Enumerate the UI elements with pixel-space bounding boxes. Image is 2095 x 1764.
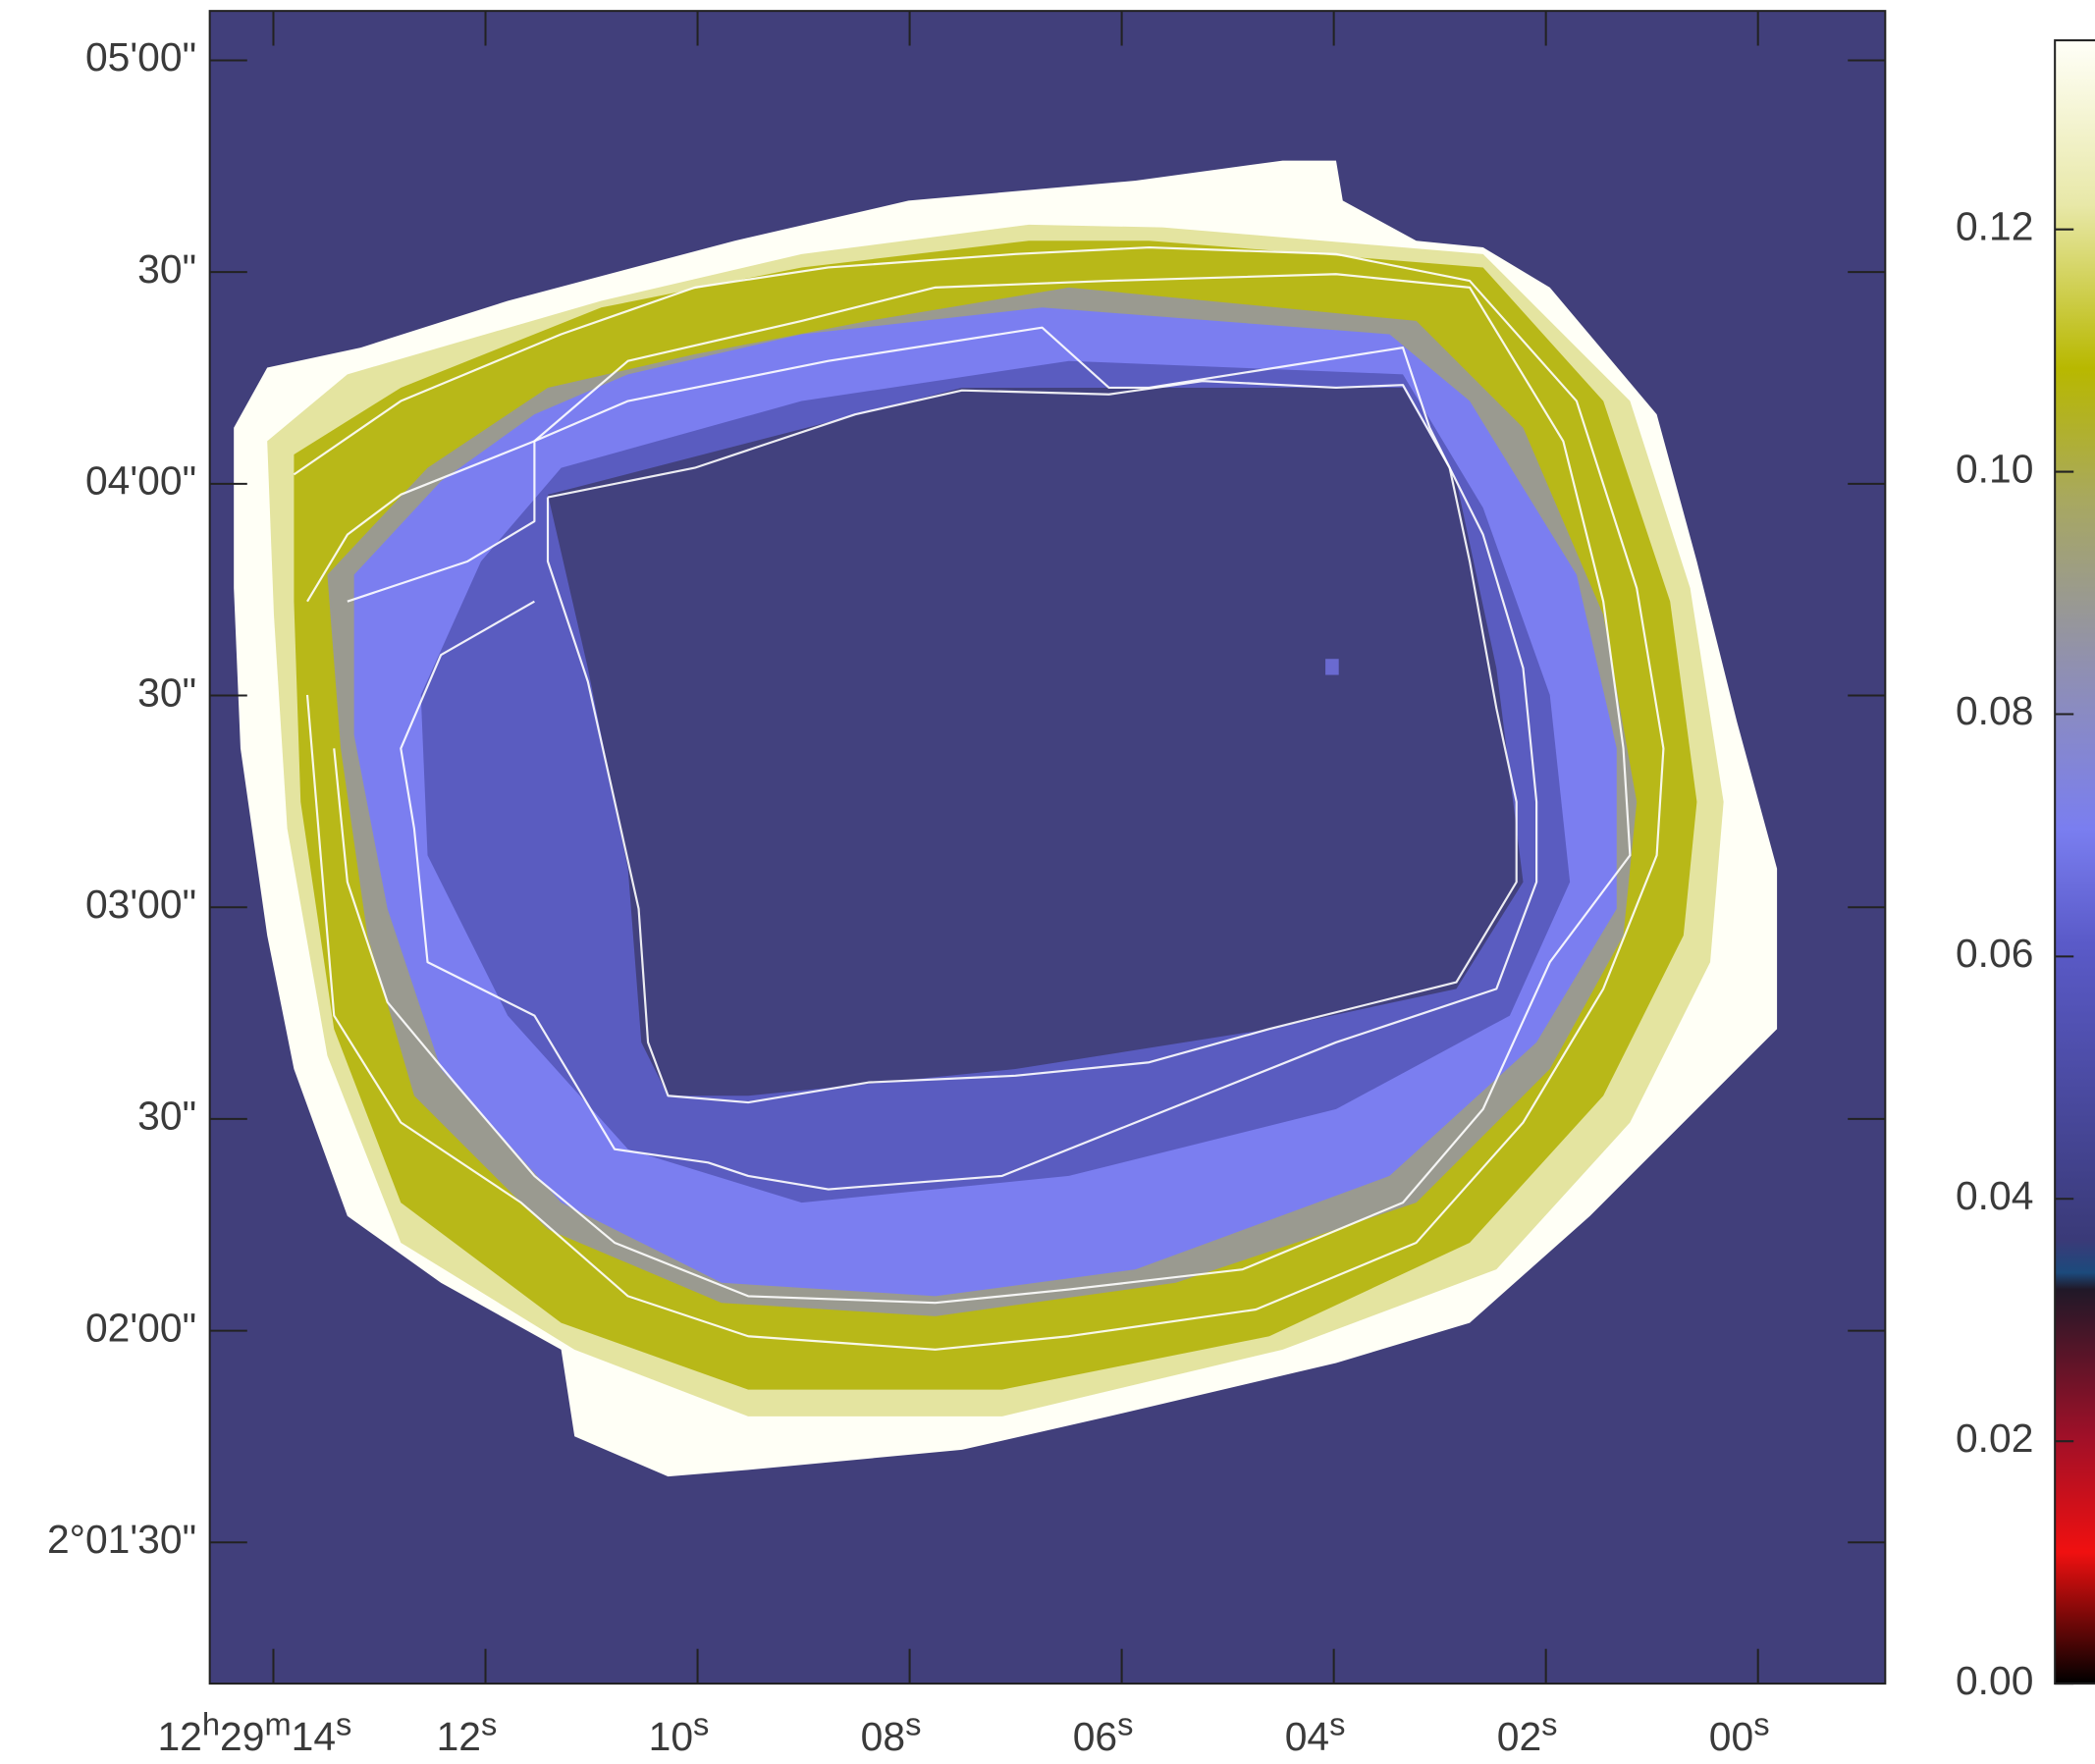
y-tick-label: 2°01'30" — [47, 1517, 196, 1562]
y-tick-label: 02'00" — [85, 1305, 196, 1350]
x-tick-label: 00s — [1709, 1705, 1770, 1759]
plot-frame — [208, 10, 1887, 1685]
x-tick-label: 12s — [437, 1705, 498, 1759]
colorbar-tick-label: 0.02 — [1956, 1416, 2033, 1461]
colorbar — [2054, 39, 2095, 1685]
y-tick-label: 05'00" — [85, 34, 196, 80]
colorbar-tick-label: 0.10 — [1956, 446, 2033, 491]
y-tick-label: 04'00" — [85, 458, 196, 504]
y-tick-label: 03'00" — [85, 882, 196, 927]
y-tick-label: 30" — [137, 669, 196, 715]
colorbar-tick-label: 0.12 — [1956, 203, 2033, 248]
x-tick-label: 08s — [861, 1705, 922, 1759]
colorbar-tick-label: 0.00 — [1956, 1658, 2033, 1703]
y-tick-label: 30" — [137, 1094, 196, 1139]
x-tick-label: 02s — [1497, 1705, 1558, 1759]
image — [209, 11, 1886, 1684]
colorbar-tick-label: 0.08 — [1956, 688, 2033, 733]
y-tick-label: 30" — [137, 246, 196, 292]
x-tick-label: 10s — [649, 1705, 710, 1759]
x-tick-label: 04s — [1285, 1705, 1346, 1759]
colorbar-tick-label: 0.04 — [1956, 1173, 2033, 1218]
x-tick-label: 06s — [1073, 1705, 1134, 1759]
x-tick-label: 12h29m14s — [157, 1705, 351, 1759]
colorbar-tick-label: 0.06 — [1956, 931, 2033, 976]
